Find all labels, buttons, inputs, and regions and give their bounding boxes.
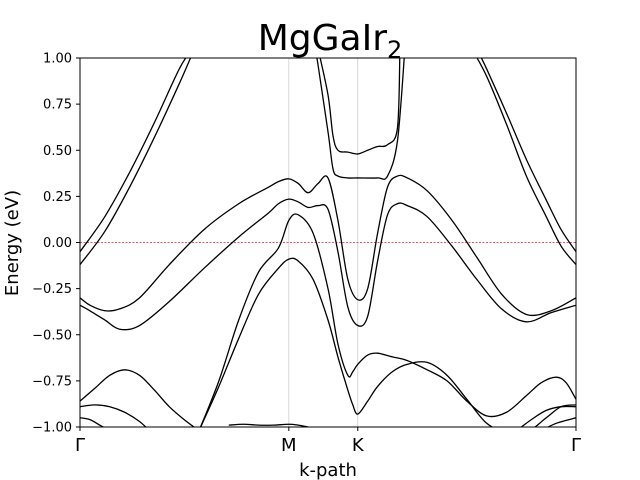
- x-axis-title: k-path: [299, 460, 357, 480]
- y-axis-ticks: −1.00 −0.75 −0.50 −0.25 0.00 0.25 0.50 0.75 1.00: [32, 52, 80, 436]
- y-tick-label: −1.00: [32, 421, 72, 436]
- band-line: [319, 58, 401, 155]
- y-tick-label: −0.25: [32, 282, 72, 297]
- y-axis-title: Energy (eV): [2, 190, 23, 296]
- band-line: [546, 417, 576, 427]
- kpoint-label: M: [281, 435, 297, 456]
- band-line: [228, 423, 309, 427]
- y-tick-label: −0.75: [32, 374, 72, 389]
- band-line: [80, 404, 147, 427]
- band-line: [199, 257, 576, 427]
- y-tick-label: 0.50: [43, 144, 72, 159]
- kpoint-label: Γ: [75, 435, 85, 456]
- band-line: [80, 58, 187, 253]
- band-line: [80, 198, 576, 331]
- band-line: [476, 58, 576, 266]
- y-tick-label: 0.00: [43, 236, 72, 251]
- band-line: [480, 58, 576, 253]
- y-tick-label: 0.25: [43, 190, 72, 205]
- band-line: [80, 417, 105, 427]
- band-line: [520, 405, 576, 427]
- kpoint-label: K: [352, 435, 365, 456]
- band-line: [199, 213, 576, 427]
- bands: [80, 58, 576, 427]
- kpoint-label: Γ: [571, 435, 581, 456]
- chart-title: MgGaIr2: [258, 18, 403, 64]
- band-line: [80, 174, 576, 317]
- y-tick-label: 1.00: [43, 52, 72, 67]
- y-tick-label: −0.50: [32, 328, 72, 343]
- y-tick-label: 0.75: [43, 98, 72, 113]
- band-line: [80, 58, 192, 266]
- band-line: [80, 369, 196, 427]
- band-line: [316, 58, 405, 180]
